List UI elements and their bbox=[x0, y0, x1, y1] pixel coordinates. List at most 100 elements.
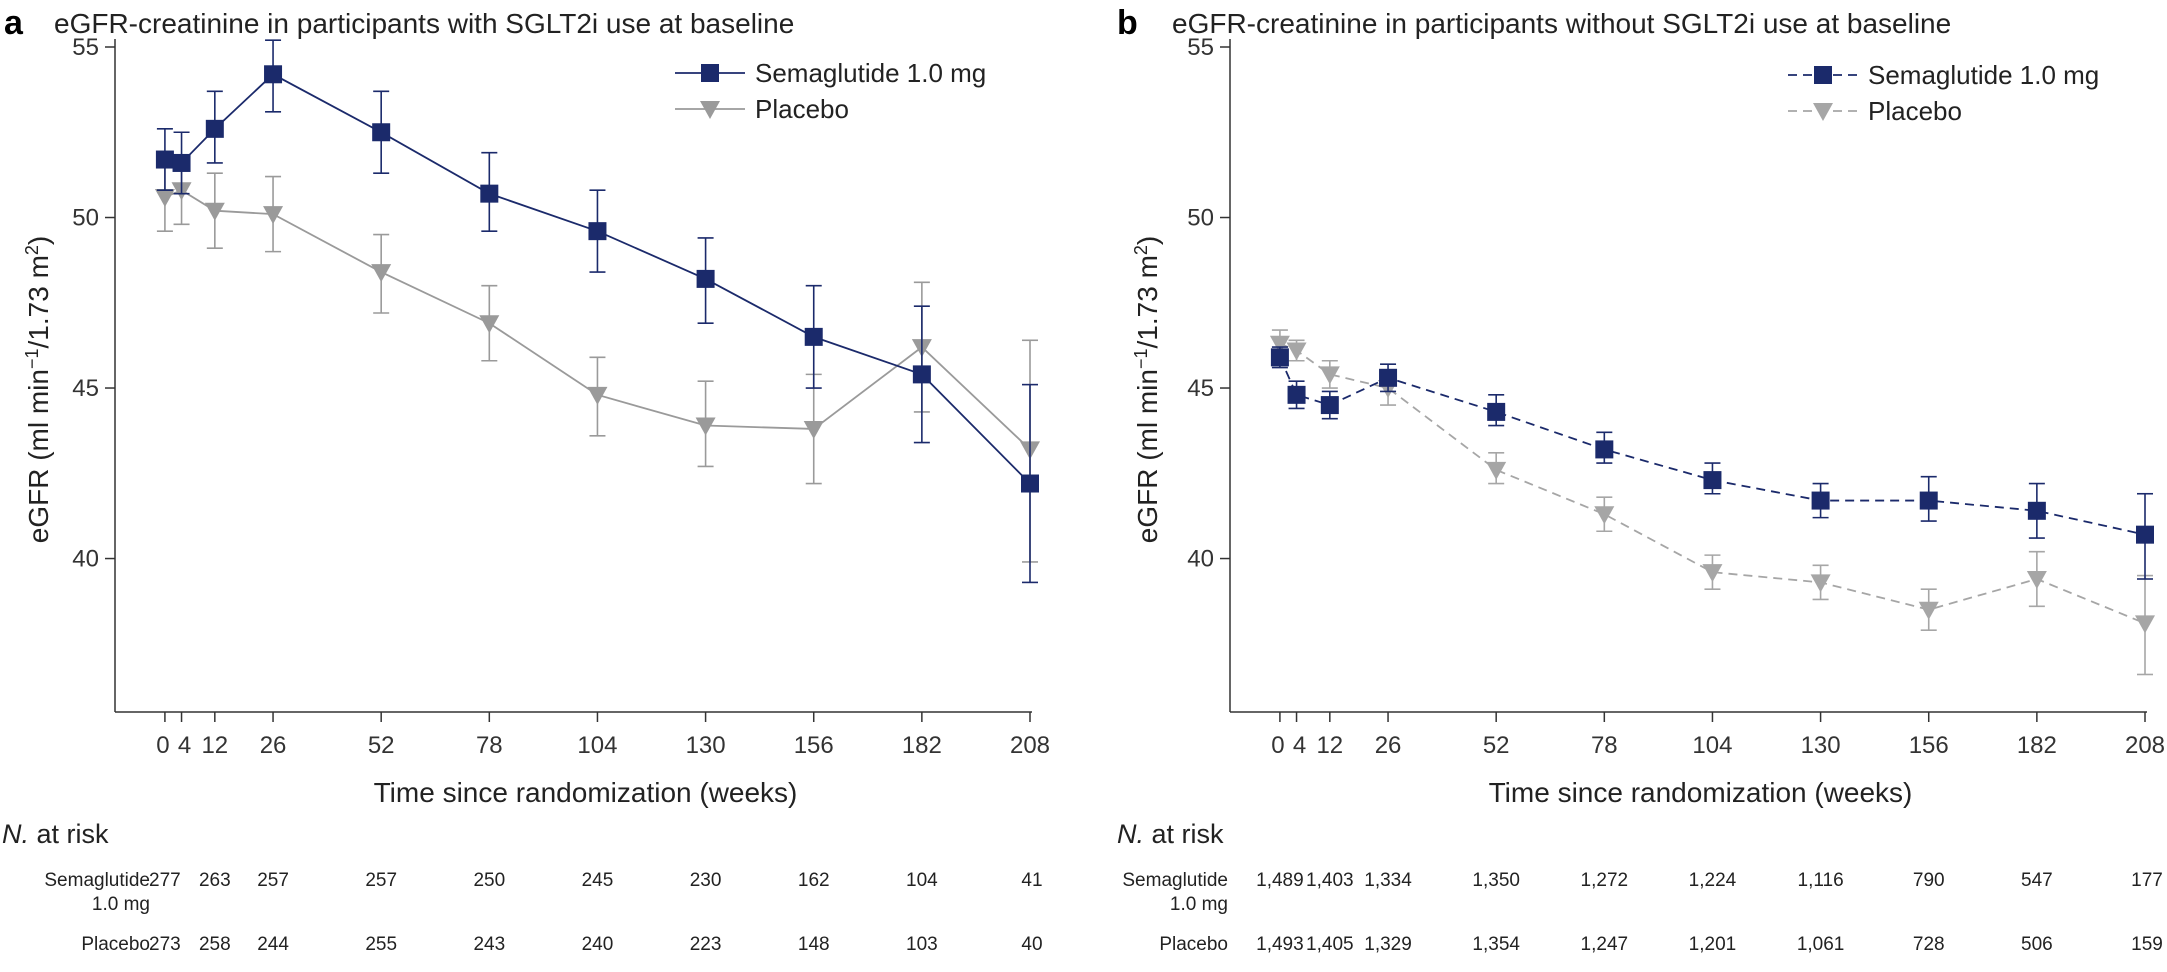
y-tick-label: 55 bbox=[72, 34, 99, 61]
x-tick-label: 104 bbox=[1692, 732, 1732, 759]
legend: Semaglutide 1.0 mg Placebo bbox=[675, 58, 986, 124]
risk-count: 177 bbox=[2131, 870, 2163, 891]
risk-count: 230 bbox=[690, 870, 722, 891]
x-tick-label: 130 bbox=[686, 732, 726, 759]
data-point-triangle bbox=[2135, 615, 2155, 634]
series-line bbox=[1279, 342, 2146, 625]
data-point-triangle bbox=[1269, 335, 1290, 354]
x-tick-label: 0 bbox=[156, 732, 169, 759]
x-tick-label: 78 bbox=[1591, 732, 1618, 759]
risk-count: 1,354 bbox=[1472, 934, 1520, 955]
risk-count: 223 bbox=[690, 934, 722, 955]
risk-row-label: Semaglutide bbox=[44, 870, 150, 891]
risk-count: 244 bbox=[257, 934, 289, 955]
risk-count: 273 bbox=[149, 934, 181, 955]
x-axis-label: Time since randomization (weeks) bbox=[374, 777, 798, 808]
data-point-square bbox=[1379, 368, 1398, 387]
data-point-triangle bbox=[1918, 601, 1939, 620]
data-point-triangle bbox=[1594, 506, 1615, 525]
x-tick-label: 156 bbox=[1909, 732, 1949, 759]
data-point-triangle bbox=[1702, 564, 1723, 583]
risk-row-label: 1.0 mg bbox=[1170, 894, 1228, 915]
risk-count: 104 bbox=[906, 870, 938, 891]
y-tick-label: 50 bbox=[72, 205, 99, 232]
x-tick-label: 4 bbox=[178, 732, 191, 759]
risk-count: 40 bbox=[1021, 934, 1042, 955]
y-tick-label: 50 bbox=[1187, 205, 1214, 232]
y-tick-label: 40 bbox=[72, 546, 99, 573]
risk-count: 162 bbox=[798, 870, 830, 891]
data-point-square bbox=[205, 119, 224, 138]
risk-table-heading: N. at risk bbox=[1117, 819, 1224, 849]
data-point-square bbox=[1703, 471, 1722, 490]
x-tick-label: 26 bbox=[260, 732, 287, 759]
x-tick-label: 0 bbox=[1271, 732, 1284, 759]
risk-count: 240 bbox=[582, 934, 614, 955]
data-point-square bbox=[372, 123, 391, 142]
x-tick-label: 208 bbox=[2125, 732, 2165, 759]
risk-count: 41 bbox=[1021, 870, 1042, 891]
y-tick-label: 40 bbox=[1187, 546, 1214, 573]
x-tick-label: 208 bbox=[1010, 732, 1050, 759]
x-tick-label: 26 bbox=[1375, 732, 1402, 759]
risk-count: 243 bbox=[473, 934, 505, 955]
risk-count: 1,061 bbox=[1797, 934, 1845, 955]
data-point-square bbox=[1595, 440, 1614, 459]
y-axis-label: eGFR (ml min−1/1.73 m2) bbox=[1131, 236, 1163, 544]
data-point-triangle bbox=[154, 189, 175, 208]
x-tick-label: 78 bbox=[476, 732, 503, 759]
x-tick-label: 182 bbox=[902, 732, 942, 759]
y-tick-label: 45 bbox=[1187, 375, 1214, 402]
risk-count: 1,405 bbox=[1306, 934, 1354, 955]
risk-count: 1,403 bbox=[1306, 870, 1354, 891]
data-point-square bbox=[1487, 402, 1506, 421]
data-point-square bbox=[588, 222, 607, 241]
x-tick-label: 52 bbox=[368, 732, 395, 759]
y-tick-label: 55 bbox=[1187, 34, 1214, 61]
risk-count: 277 bbox=[149, 870, 181, 891]
x-tick-label: 12 bbox=[1316, 732, 1343, 759]
risk-table: N. at risk Semaglutide 1.0 mg 277 263 257 257 2… bbox=[2, 819, 1043, 955]
x-tick-label: 104 bbox=[577, 732, 617, 759]
risk-count: 257 bbox=[257, 870, 289, 891]
risk-count: 257 bbox=[365, 870, 397, 891]
x-tick-label: 4 bbox=[1293, 732, 1306, 759]
data-point-triangle bbox=[1486, 461, 1507, 480]
series-line bbox=[1279, 356, 2146, 536]
y-axis-label: eGFR (ml min−1/1.73 m2) bbox=[22, 236, 54, 544]
risk-count: 1,224 bbox=[1689, 870, 1737, 891]
data-point-triangle bbox=[1319, 366, 1340, 385]
legend-label: Placebo bbox=[1868, 96, 1962, 126]
data-point-triangle bbox=[695, 417, 716, 436]
series-semaglutide bbox=[155, 39, 1039, 584]
data-point-square bbox=[696, 269, 715, 288]
data-point-triangle bbox=[479, 315, 500, 334]
data-point-square bbox=[264, 65, 283, 84]
risk-count: 1,493 bbox=[1256, 934, 1304, 955]
risk-count: 159 bbox=[2131, 934, 2163, 955]
data-point-square bbox=[480, 184, 499, 203]
data-point-square bbox=[2027, 501, 2046, 520]
risk-count: 1,201 bbox=[1689, 934, 1737, 955]
series-semaglutide bbox=[1270, 346, 2154, 580]
panel-title: eGFR-creatinine in participants with SGL… bbox=[54, 8, 794, 39]
y-tick-label: 45 bbox=[72, 375, 99, 402]
panel-b-chart: b eGFR-creatinine in participants without… bbox=[1117, 4, 2165, 955]
risk-row-label: Semaglutide bbox=[1122, 870, 1228, 891]
risk-table-heading: N. at risk bbox=[2, 819, 109, 849]
risk-count: 255 bbox=[365, 934, 397, 955]
data-point-square bbox=[1287, 385, 1306, 404]
risk-count: 1,334 bbox=[1364, 870, 1412, 891]
data-point-square bbox=[1320, 396, 1339, 415]
x-tick-label: 52 bbox=[1483, 732, 1510, 759]
risk-count: 245 bbox=[582, 870, 614, 891]
data-point-triangle bbox=[1286, 342, 1307, 361]
risk-count: 263 bbox=[199, 870, 231, 891]
risk-count: 1,489 bbox=[1256, 870, 1304, 891]
risk-count: 1,116 bbox=[1798, 870, 1844, 891]
x-tick-label: 12 bbox=[201, 732, 228, 759]
data-point-triangle bbox=[1810, 574, 1831, 593]
data-point-square bbox=[1270, 348, 1289, 367]
risk-count: 103 bbox=[906, 934, 938, 955]
